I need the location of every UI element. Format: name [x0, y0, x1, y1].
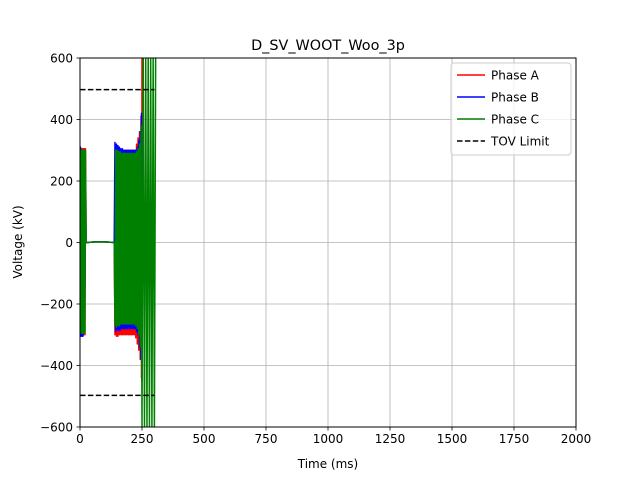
legend-label-phase-c: Phase C — [491, 112, 539, 126]
x-axis-label: Time (ms) — [297, 457, 359, 471]
series-phase-c-line — [80, 58, 157, 427]
x-tick-label: 250 — [131, 432, 154, 446]
legend-label-tov-limit: TOV Limit — [490, 134, 550, 148]
y-tick-label: −200 — [40, 297, 73, 311]
y-tick-label: 400 — [50, 113, 73, 127]
y-tick-label: 600 — [50, 51, 73, 65]
x-tick-label: 0 — [76, 432, 84, 446]
x-tick-label: 1750 — [499, 432, 530, 446]
y-tick-label: 200 — [50, 174, 73, 188]
series-phase-a-line — [80, 58, 143, 379]
x-tick-label: 750 — [255, 432, 278, 446]
x-tick-label: 2000 — [561, 432, 592, 446]
y-axis-label: Voltage (kV) — [11, 205, 25, 278]
y-tick-label: −400 — [40, 359, 73, 373]
y-tick-label: 0 — [65, 236, 73, 250]
x-tick-label: 1250 — [375, 432, 406, 446]
legend-label-phase-a: Phase A — [491, 68, 540, 82]
axis-ticks: 0 250 500 750 1000 1250 1500 1750 2000−600−400−2… — [40, 51, 591, 446]
plot-series — [80, 58, 157, 427]
legend-box — [450, 62, 572, 156]
x-tick-label: 500 — [193, 432, 216, 446]
legend: Phase A Phase B Phase C TOV Limit — [450, 62, 572, 156]
grid — [79, 57, 577, 428]
y-tick-label: −600 — [40, 420, 73, 434]
x-tick-label: 1500 — [437, 432, 468, 446]
legend-label-phase-b: Phase B — [491, 90, 539, 104]
x-tick-label: 1000 — [313, 432, 344, 446]
chart-title: D_SV_WOOT_Woo_3p — [251, 38, 405, 54]
